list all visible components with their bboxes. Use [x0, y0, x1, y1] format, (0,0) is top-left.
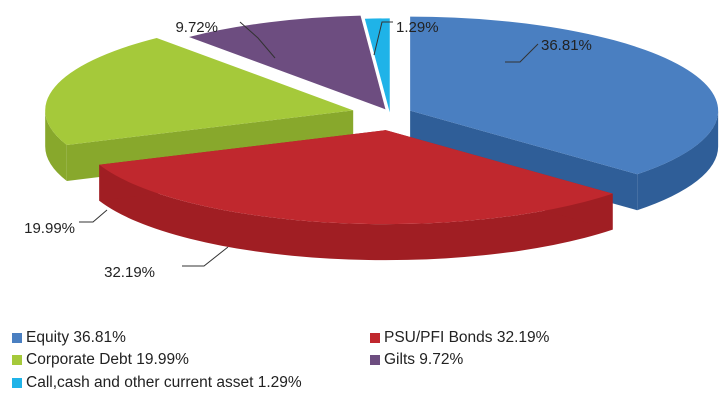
legend-item-corporate-debt: Corporate Debt 19.99%: [12, 351, 189, 369]
legend-swatch-equity: [12, 333, 22, 343]
legend-item-equity: Equity 36.81%: [12, 329, 126, 347]
legend-swatch-gilts: [370, 355, 380, 365]
chart-legend: Equity 36.81% PSU/PFI Bonds 32.19% Corpo…: [0, 320, 720, 403]
legend-label-call-cash: Call,cash and other current asset 1.29%: [26, 374, 302, 391]
pie-side-corporate-debt: [45, 110, 67, 181]
pie-side-equity: [637, 110, 719, 211]
pie-slice-equity: [410, 16, 719, 175]
legend-swatch-corporate-debt: [12, 355, 22, 365]
legend-item-psu-pfi-bonds: PSU/PFI Bonds 32.19%: [370, 329, 549, 347]
leader-line-equity: [505, 43, 539, 63]
legend-label-gilts: Gilts 9.72%: [384, 351, 464, 368]
pie-tops: [45, 15, 719, 225]
data-label-call-cash-and-other-current-asset: 1.29%: [396, 19, 439, 36]
leader-line-gilts: [239, 21, 276, 59]
legend-swatch-call-cash: [12, 378, 22, 388]
data-labels: 36.81% 32.19% 19.99% 9.72% 1.29%: [24, 19, 592, 281]
leader-line-call-cash-and-other-current-asset: [373, 21, 393, 56]
pie-slice-corporate-debt: [45, 37, 354, 145]
data-label-psu-pfi-bonds: 32.19%: [104, 264, 155, 281]
pie-chart: 36.81% 32.19% 19.99% 9.72% 1.29%: [24, 15, 719, 281]
legend-item-gilts: Gilts 9.72%: [370, 351, 463, 369]
legend-label-equity: Equity 36.81%: [26, 329, 126, 346]
data-label-equity: 36.81%: [541, 37, 592, 54]
leader-line-psu-pfi-bonds: [182, 246, 229, 267]
pie-side-psu-pfi-bonds: [99, 164, 613, 261]
pie-slice-psu-pfi-bonds: [99, 130, 613, 225]
pie-slice-gilts: [189, 15, 386, 110]
data-label-gilts: 9.72%: [175, 19, 218, 36]
legend-swatch-psu-pfi-bonds: [370, 333, 380, 343]
leader-line-corporate-debt: [79, 209, 108, 223]
pie-slice-call-cash-and-other-current-asset: [364, 18, 390, 113]
legend-label-psu-pfi-bonds: PSU/PFI Bonds 32.19%: [384, 329, 550, 346]
data-label-corporate-debt: 19.99%: [24, 220, 75, 237]
legend-label-corporate-debt: Corporate Debt 19.99%: [26, 351, 189, 368]
legend-item-call-cash: Call,cash and other current asset 1.29%: [12, 374, 302, 392]
